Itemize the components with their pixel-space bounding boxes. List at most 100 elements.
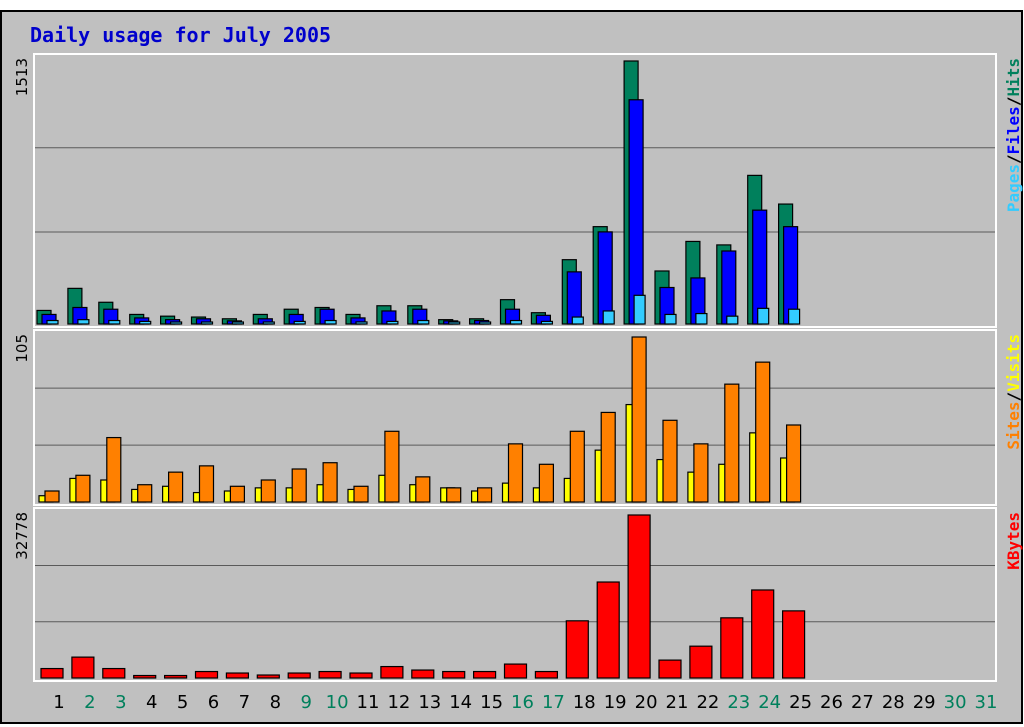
x-tick-label: 10 — [326, 692, 349, 713]
bar-kbytes-day-15 — [473, 670, 497, 679]
bar-sites-day-2 — [75, 474, 91, 503]
x-tick-label: 14 — [449, 692, 472, 713]
bar-kbytes-day-20 — [627, 514, 651, 679]
bar-sites-day-1 — [44, 490, 60, 503]
bar-sites-day-5 — [168, 471, 184, 503]
bar-kbytes-day-4 — [133, 674, 157, 679]
x-tick-label: 6 — [208, 692, 219, 713]
bar-kbytes-day-1 — [40, 667, 64, 679]
legend-separator: / — [1004, 154, 1023, 164]
legend-item: Files — [1004, 106, 1023, 154]
bar-pages-day-9 — [293, 320, 306, 325]
bar-kbytes-day-21 — [658, 659, 682, 679]
x-tick-label: 19 — [604, 692, 627, 713]
x-tick-label: 31 — [975, 692, 998, 713]
bar-kbytes-day-22 — [689, 645, 713, 679]
panel-frame — [33, 507, 997, 682]
bar-kbytes-day-6 — [194, 670, 219, 679]
x-tick-label: 7 — [239, 692, 250, 713]
bar-pages-day-10 — [324, 319, 337, 325]
bar-sites-day-7 — [229, 485, 245, 503]
bar-sites-day-4 — [137, 484, 153, 503]
bar-pages-day-2 — [77, 319, 90, 325]
bar-pages-day-17 — [540, 320, 554, 325]
legend: KBytes — [1004, 512, 1023, 570]
bar-kbytes-day-14 — [442, 670, 466, 679]
x-tick-label: 15 — [480, 692, 503, 713]
bar-sites-day-25 — [785, 424, 802, 503]
bar-kbytes-day-24 — [751, 589, 775, 679]
x-tick-label: 20 — [635, 692, 658, 713]
bar-sites-day-11 — [353, 485, 369, 503]
legend-item: Sites — [1004, 401, 1023, 449]
bar-pages-day-7 — [231, 321, 244, 325]
bar-pages-day-14 — [448, 321, 461, 325]
bar-sites-day-6 — [198, 465, 215, 503]
panel-kbytes: 32778 KBytes — [13, 507, 1023, 682]
legend-item: Visits — [1004, 334, 1023, 392]
x-tick-label: 12 — [387, 692, 410, 713]
bar-kbytes-day-25 — [781, 610, 806, 679]
bar-pages-day-8 — [262, 321, 275, 325]
bar-kbytes-day-17 — [534, 670, 559, 679]
bar-files-day-18 — [566, 271, 582, 325]
x-tick-label: 24 — [758, 692, 781, 713]
bar-pages-day-24 — [757, 307, 770, 325]
bar-pages-day-15 — [479, 321, 492, 325]
bar-sites-day-20 — [631, 336, 647, 503]
bar-kbytes-day-13 — [411, 669, 435, 679]
x-tick-label: 21 — [666, 692, 689, 713]
bar-sites-day-19 — [600, 411, 616, 503]
legend-separator: / — [1004, 97, 1023, 107]
bar-pages-day-6 — [200, 321, 214, 325]
x-tick-label: 26 — [820, 692, 843, 713]
bar-sites-day-24 — [755, 361, 771, 503]
bar-sites-day-21 — [662, 419, 678, 503]
bar-sites-day-14 — [446, 487, 462, 503]
x-tick-label: 23 — [727, 692, 750, 713]
bar-kbytes-day-9 — [287, 672, 311, 679]
legend-item: Pages — [1004, 164, 1023, 212]
bar-sites-day-16 — [507, 443, 524, 503]
bar-sites-day-22 — [693, 443, 709, 503]
x-tick-label: 3 — [115, 692, 126, 713]
x-tick-label: 18 — [573, 692, 596, 713]
bar-sites-day-15 — [477, 487, 493, 503]
bar-pages-day-21 — [664, 313, 677, 325]
bar-kbytes-day-19 — [596, 581, 620, 679]
legend: Sites/Visits — [1004, 334, 1023, 450]
bar-sites-day-10 — [322, 462, 338, 503]
x-tick-label: 5 — [177, 692, 188, 713]
bar-kbytes-day-23 — [720, 617, 744, 679]
bar-kbytes-day-10 — [318, 670, 342, 679]
x-tick-label: 25 — [789, 692, 812, 713]
bar-pages-day-3 — [108, 319, 121, 325]
bar-sites-day-13 — [415, 476, 431, 503]
bar-pages-day-19 — [602, 310, 615, 325]
bar-kbytes-day-8 — [256, 674, 280, 679]
bar-kbytes-day-2 — [71, 656, 95, 679]
bar-sites-day-12 — [384, 430, 400, 503]
chart-panels: 1513Pages/Files/Hits105Sites/Visits32778… — [13, 53, 1023, 682]
bar-pages-day-4 — [139, 320, 152, 325]
bar-kbytes-day-7 — [225, 672, 249, 679]
x-tick-label: 4 — [146, 692, 157, 713]
bar-sites-day-8 — [260, 479, 276, 503]
legend-item: Hits — [1004, 58, 1023, 97]
bar-sites-day-3 — [106, 436, 122, 503]
bar-sites-day-23 — [724, 383, 740, 503]
x-axis-labels: 1 2 3 4 5 6 7 8 9 10 11 12 13 14 15 16 17 18 19 20 21 22 23 24 2… — [53, 692, 997, 713]
bar-pages-day-23 — [726, 315, 739, 325]
bar-pages-day-5 — [170, 321, 183, 325]
bar-kbytes-day-3 — [102, 667, 126, 679]
bar-pages-day-1 — [46, 319, 59, 325]
bar-files-day-20 — [628, 99, 644, 325]
bar-kbytes-day-11 — [349, 672, 373, 679]
y-max-label: 32778 — [13, 512, 31, 560]
bar-kbytes-day-12 — [380, 665, 404, 679]
legend-item: KBytes — [1004, 512, 1023, 570]
x-tick-label: 13 — [418, 692, 441, 713]
